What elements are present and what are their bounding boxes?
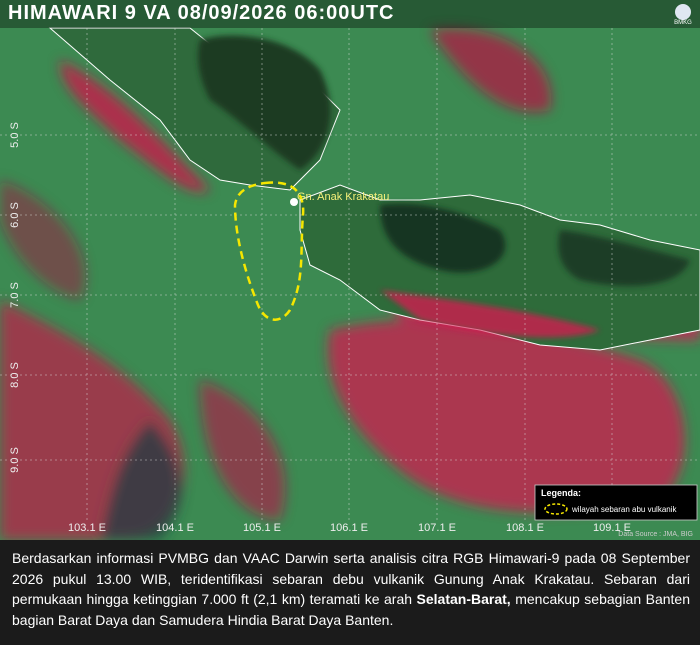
longitude-label: 108.1 E [506,522,544,534]
legend: Legenda: wilayah sebaran abu vulkanik [534,484,698,521]
legend-item: wilayah sebaran abu vulkanik [571,505,678,514]
longitude-label: 106.1 E [330,522,368,534]
longitude-label: 103.1 E [68,522,106,534]
legend-title: Legenda: [541,488,581,498]
caption-bold: Selatan-Barat, [416,591,511,607]
land [48,27,700,351]
coordinate-grid [0,28,700,520]
data-source: Data Source : JMA, BIG [618,531,693,538]
satellite-image: Gn. Anak Krakatau HIMAWARI 9 VA 08/09/20… [0,0,700,540]
caption-text: mencakup sebagian Banten bagian Barat Da… [12,591,690,628]
logo [675,4,691,20]
logo-text: BMKG [674,20,692,26]
longitude-label: 105.1 E [243,522,281,534]
volcano-marker [290,198,298,206]
latitude-label: 8.0 S [9,362,21,388]
latitude-label: 6.0 S [9,202,21,228]
longitude-label: 109.1 E [593,522,631,534]
image-title: HIMAWARI 9 VA 08/09/2026 06:00UTC [8,2,394,24]
latitude-label: 5.0 S [9,122,21,148]
latitude-labels: 5.0 S 6.0 S 7.0 S 8.0 S 9.0 S [9,122,21,473]
latitude-label: 7.0 S [9,282,21,308]
caption: Berdasarkan informasi PVMBG dan VAAC Dar… [0,540,700,645]
ash-area-outline [233,181,305,321]
volcano-label: Gn. Anak Krakatau [297,191,389,203]
caption-text: Berdasarkan informasi PVMBG dan VAAC Dar… [12,550,690,607]
cloud-cover [0,28,700,540]
longitude-label: 107.1 E [418,522,456,534]
legend-symbol [544,503,568,515]
title-bar [0,0,700,28]
longitude-label: 104.1 E [156,522,194,534]
legend-box [534,484,698,521]
longitude-labels: 103.1 E 104.1 E 105.1 E 106.1 E 107.1 E 108.1… [68,522,631,534]
latitude-label: 9.0 S [9,447,21,473]
